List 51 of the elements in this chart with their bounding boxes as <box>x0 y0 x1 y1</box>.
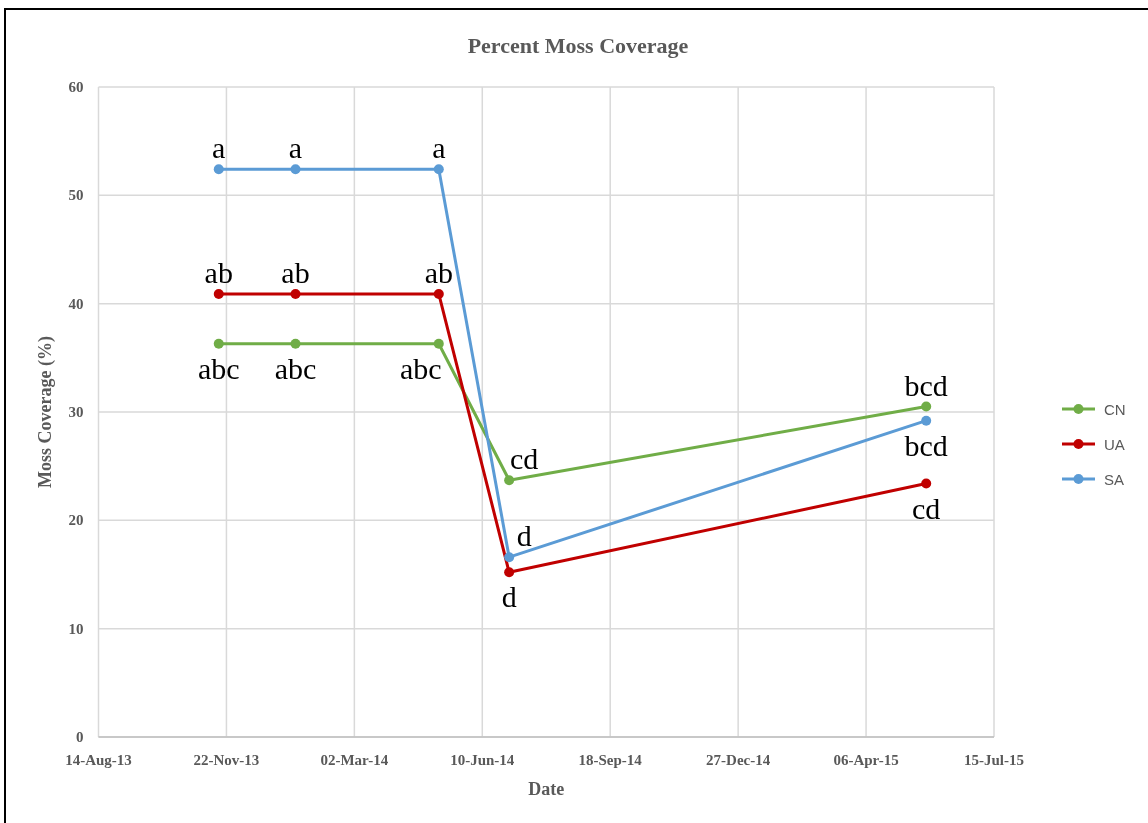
annotation: bcd <box>904 428 948 462</box>
y-tick-label: 30 <box>68 404 84 420</box>
annotation: bcd <box>904 368 948 402</box>
legend-label: SA <box>1104 470 1125 488</box>
point <box>433 288 444 299</box>
annotation: d <box>501 579 517 613</box>
y-axis-title: Moss Coverage (%) <box>35 336 56 488</box>
x-tick-label: 15-Jul-15 <box>964 752 1024 768</box>
point <box>290 288 301 299</box>
y-tick-label: 20 <box>68 512 84 529</box>
legend-label: UA <box>1104 435 1125 453</box>
annotation: ab <box>281 255 310 289</box>
point <box>921 478 932 489</box>
annotation: abc <box>274 351 317 385</box>
point <box>290 338 301 349</box>
annotation: cd <box>912 491 941 524</box>
point <box>433 164 444 175</box>
point <box>290 164 301 175</box>
y-tick-label: 0 <box>76 729 84 745</box>
x-tick-label: 22-Nov-13 <box>193 752 260 768</box>
y-tick-label: 10 <box>68 620 84 637</box>
y-tick-label: 50 <box>68 187 84 204</box>
point <box>504 475 515 486</box>
point <box>921 401 932 412</box>
annotation: a <box>288 130 303 164</box>
annotation: d <box>516 518 532 552</box>
annotation: a <box>212 130 226 164</box>
annotation: abc <box>399 351 442 385</box>
point <box>213 164 224 175</box>
point <box>213 288 224 299</box>
y-tick-label: 40 <box>68 295 84 312</box>
annotation: cd <box>509 441 539 475</box>
x-axis-title: Date <box>528 779 565 799</box>
y-tick-label: 60 <box>68 79 84 95</box>
x-tick-label: 02-Mar-14 <box>320 752 389 768</box>
x-tick-label: 27-Dec-14 <box>706 752 771 768</box>
x-tick-label: 10-Jun-14 <box>450 752 515 768</box>
point <box>213 338 224 349</box>
point <box>504 552 515 563</box>
point <box>504 567 515 578</box>
annotation: a <box>432 130 446 164</box>
annotation: abc <box>197 351 240 385</box>
x-tick-label: 18-Sep-14 <box>578 752 643 768</box>
chart-title: Percent Moss Coverage <box>467 32 689 58</box>
legend-label: CN <box>1104 400 1126 418</box>
point <box>433 338 444 349</box>
point <box>921 415 932 426</box>
annotation: ab <box>204 255 233 289</box>
x-tick-label: 06-Apr-15 <box>833 752 899 768</box>
x-tick-label: 14-Aug-13 <box>65 752 132 768</box>
annotation: ab <box>424 255 453 289</box>
